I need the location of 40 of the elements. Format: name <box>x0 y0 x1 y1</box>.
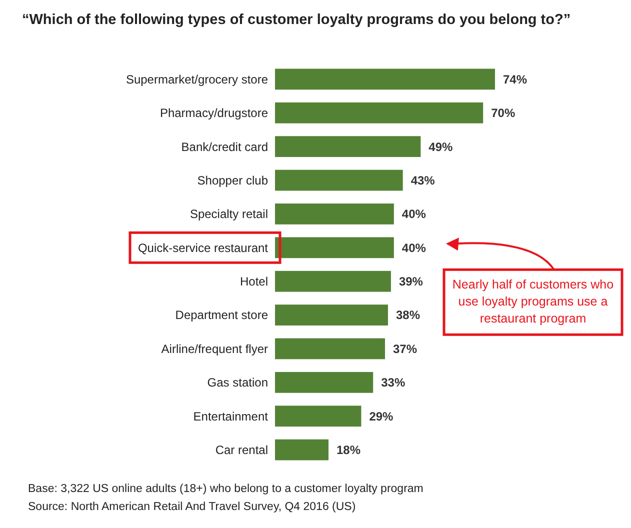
bar <box>275 68 495 90</box>
bar <box>275 170 403 191</box>
bar <box>275 204 394 224</box>
data-label: 37% <box>393 342 418 356</box>
data-label: 40% <box>402 207 426 222</box>
bar <box>275 304 388 326</box>
chart-title: “Which of the following types of customer loyalty programs do you belong to?” <box>22 12 571 28</box>
bar <box>275 270 391 292</box>
data-label: 33% <box>381 376 406 390</box>
y-tick-label: Entertainment <box>193 409 269 424</box>
data-label: 70% <box>491 106 516 120</box>
bar <box>275 136 421 158</box>
y-tick-label: Car rental <box>215 443 268 458</box>
bar <box>275 338 385 360</box>
y-tick-label: Specialty retail <box>190 207 268 222</box>
y-tick-label: Shopper club <box>197 173 268 188</box>
y-tick-label: Gas station <box>207 376 268 390</box>
bar <box>275 439 329 460</box>
data-label: 38% <box>396 308 420 322</box>
bar <box>275 406 362 427</box>
source-note: Source: North American Retail And Travel Survey, Q4 2016 (US) <box>28 501 356 513</box>
data-label: 18% <box>336 443 361 458</box>
data-label: 29% <box>369 409 394 424</box>
data-label: 49% <box>428 140 454 154</box>
y-tick-label: Pharmacy/drugstore <box>160 106 268 120</box>
y-tick-label: Department store <box>175 308 268 322</box>
annotation: Nearly half of customers who use loyalty programs use a restaurant program <box>452 278 614 326</box>
y-tick-label: Bank/credit card <box>181 140 268 154</box>
data-label: 74% <box>503 72 528 86</box>
bar <box>275 102 484 124</box>
y-tick-label: Quick-service restaurant <box>138 240 269 255</box>
y-tick-label: Airline/frequent flyer <box>161 342 268 356</box>
bar <box>275 237 394 258</box>
y-tick-label: Hotel <box>240 274 268 289</box>
y-tick-label: Supermarket/grocery store <box>126 72 268 86</box>
data-label: 39% <box>398 274 424 289</box>
data-label: 43% <box>410 173 436 188</box>
text: Base: 3,322 US online adults (18+) who belong to a customer loyalty program <box>28 483 424 495</box>
bar <box>275 372 374 393</box>
data-label: 40% <box>402 240 426 255</box>
